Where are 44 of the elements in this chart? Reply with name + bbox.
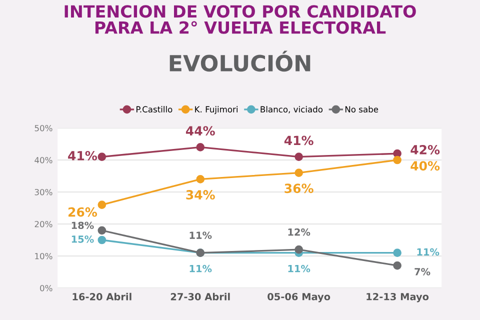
chart-subtitle: EVOLUCIÓN [170, 50, 310, 72]
data-label: 12% [288, 228, 310, 236]
legend-label: Blanco, viciado [260, 106, 323, 114]
x-tick-label: 12-13 Mayo [366, 292, 429, 302]
y-tick-label: 30% [34, 188, 52, 196]
point [294, 152, 303, 161]
point [196, 175, 205, 184]
point [196, 143, 205, 152]
legend-label: K. Fujimori [195, 106, 238, 114]
point [393, 261, 402, 270]
data-label: 7% [414, 268, 430, 276]
point [294, 168, 303, 177]
data-label: 11% [288, 264, 310, 272]
data-label: 40% [410, 161, 440, 171]
y-tick-label: 20% [34, 220, 52, 228]
point [98, 226, 106, 235]
data-label: 44% [186, 126, 215, 136]
y-tick-label: 50% [34, 124, 52, 132]
y-tick-label: 40% [34, 156, 52, 164]
data-label: 11% [190, 264, 212, 272]
data-label: 26% [68, 207, 98, 217]
data-label: 42% [410, 144, 440, 154]
y-tick-label: 10% [35, 252, 52, 260]
point [98, 152, 106, 161]
data-label: 15% [72, 235, 94, 243]
legend-label: No sabe [345, 106, 378, 112]
y-tick-label: 0% [40, 284, 52, 292]
x-tick-label: 16-20 Abril [72, 292, 132, 300]
data-label: 34% [186, 190, 215, 200]
point [294, 245, 303, 254]
data-label: 11% [190, 232, 212, 239]
chart-title: INTENCION DE VOTO POR CANDIDATO PARA LA 2° VUELTA ELECTORAL [64, 5, 416, 34]
point [98, 236, 106, 244]
data-label: 18% [72, 222, 94, 230]
x-tick-label: 05-06 Mayo [268, 292, 330, 302]
x-tick-label: 27-30 Abril [170, 292, 230, 300]
data-label: 41% [284, 136, 314, 146]
point [98, 200, 106, 209]
legend-label: P.Castillo [136, 106, 172, 112]
data-label: 36% [284, 184, 314, 194]
data-label: 41% [68, 150, 98, 160]
point [393, 248, 402, 257]
point [393, 156, 402, 164]
data-label: 11% [417, 248, 440, 256]
